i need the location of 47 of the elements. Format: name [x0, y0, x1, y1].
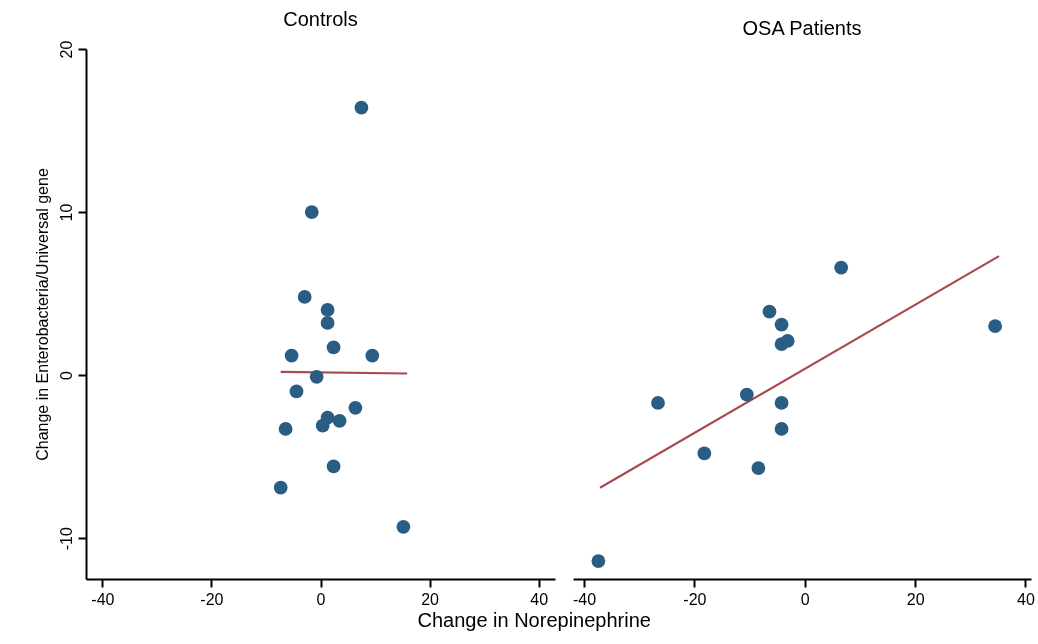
x-tick-label: 20: [421, 590, 440, 608]
point: [320, 303, 335, 317]
point: [651, 396, 665, 410]
point: [354, 100, 369, 115]
point: [326, 340, 341, 355]
x-axis-title: Change in Norepinephrine: [417, 609, 651, 631]
point: [348, 400, 363, 415]
chart-title: OSA Patients: [742, 17, 862, 39]
point: [774, 422, 789, 436]
y-tick-label: 10: [57, 203, 75, 222]
point: [315, 418, 330, 433]
y-axis-title: Change in Enterobacteria/Universal gene: [33, 168, 51, 461]
x-tick-label: 40: [1017, 590, 1035, 608]
x-tick-label: -40: [572, 590, 597, 608]
point: [365, 348, 380, 363]
point: [697, 446, 712, 461]
point: [289, 384, 304, 399]
point: [774, 396, 789, 410]
y-tick-label: -10: [57, 527, 75, 551]
point: [591, 554, 606, 568]
chart-title: Controls: [283, 8, 358, 31]
point: [278, 422, 293, 436]
point: [320, 316, 335, 330]
point: [396, 519, 411, 534]
point: [304, 205, 319, 219]
x-tick-label: -20: [683, 590, 707, 608]
point: [273, 480, 288, 495]
point: [751, 461, 766, 475]
y-tick-label: 0: [57, 371, 75, 381]
point: [739, 387, 754, 402]
x-tick-label: 0: [800, 590, 810, 608]
y-tick-label: 20: [57, 40, 75, 59]
point: [780, 334, 795, 348]
point: [332, 413, 347, 428]
point: [326, 459, 341, 474]
point: [774, 317, 789, 332]
point: [834, 260, 849, 275]
x-tick-label: 40: [530, 590, 549, 608]
x-tick-label: 20: [906, 590, 925, 608]
point: [284, 348, 299, 363]
x-tick-label: 0: [316, 590, 326, 608]
point: [988, 319, 1003, 334]
point: [762, 304, 777, 319]
x-tick-label: -20: [200, 590, 224, 608]
x-tick-label: -40: [91, 590, 115, 608]
point: [297, 290, 312, 304]
point: [309, 369, 324, 384]
